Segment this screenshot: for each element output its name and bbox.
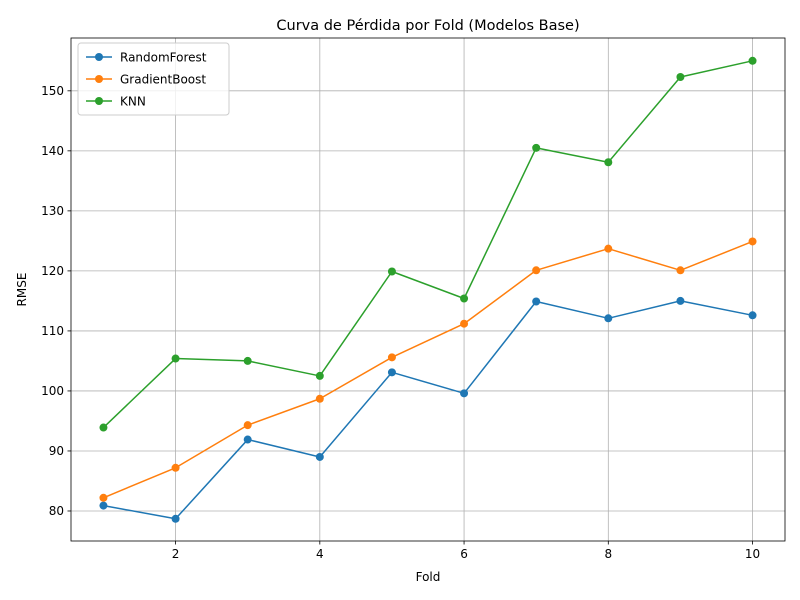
plot-frame xyxy=(70,37,786,542)
legend-marker xyxy=(95,53,103,61)
data-point xyxy=(99,493,108,502)
data-point xyxy=(532,266,541,275)
legend-box xyxy=(77,42,230,116)
data-point xyxy=(387,368,396,377)
y-tick-label: 150 xyxy=(41,84,64,98)
y-tick-label: 100 xyxy=(41,384,64,398)
data-point xyxy=(532,297,541,306)
series-line xyxy=(103,240,753,499)
legend-marker xyxy=(95,75,103,83)
x-tick-label: 8 xyxy=(604,547,612,561)
y-tick-label: 80 xyxy=(49,504,64,518)
series-line xyxy=(102,60,753,429)
data-point xyxy=(748,56,757,65)
legend-label: KNN xyxy=(120,95,146,109)
ticks: 2 4 6 8 10 80 90 100 110 120 130 140 150 xyxy=(41,84,760,561)
data-point xyxy=(387,353,396,362)
x-tick-label: 4 xyxy=(316,547,324,561)
data-point xyxy=(460,294,469,303)
legend: RandomForest GradientBoost KNN xyxy=(77,42,230,116)
legend-item: KNN xyxy=(86,95,146,109)
data-point xyxy=(532,143,541,152)
legend-label: RandomForest xyxy=(120,51,207,65)
x-tick-label: 2 xyxy=(172,547,180,561)
y-tick-label: 110 xyxy=(41,324,64,338)
series-gradientboost xyxy=(99,237,757,502)
y-tick-label: 140 xyxy=(41,144,64,158)
data-point xyxy=(315,452,324,461)
data-point xyxy=(243,435,252,444)
grid xyxy=(71,38,785,541)
data-point xyxy=(748,237,757,246)
data-point xyxy=(243,421,252,430)
data-point xyxy=(99,423,108,432)
y-axis-label: RMSE xyxy=(15,273,29,307)
data-point xyxy=(315,394,324,403)
data-point xyxy=(748,311,757,320)
legend-marker xyxy=(95,97,103,105)
data-point xyxy=(171,354,180,363)
legend-label: GradientBoost xyxy=(120,73,206,87)
data-point xyxy=(676,266,685,275)
data-point xyxy=(99,501,108,510)
data-point xyxy=(676,73,685,82)
y-tick-label: 120 xyxy=(41,264,64,278)
data-point xyxy=(171,514,180,523)
x-axis-label: Fold xyxy=(416,570,441,584)
data-point xyxy=(460,389,469,398)
data-point xyxy=(387,267,396,276)
chart-title: Curva de Pérdida por Fold (Modelos Base) xyxy=(276,18,579,34)
x-tick-label: 10 xyxy=(745,547,760,561)
legend-item: RandomForest xyxy=(86,51,207,65)
data-point xyxy=(171,463,180,472)
data-point xyxy=(315,371,324,380)
y-tick-label: 130 xyxy=(41,204,64,218)
data-point xyxy=(676,296,685,305)
data-point xyxy=(243,356,252,365)
data-point xyxy=(604,314,613,323)
x-tick-label: 6 xyxy=(460,547,468,561)
y-tick-label: 90 xyxy=(49,444,64,458)
series-randomforest xyxy=(99,296,757,523)
series-line xyxy=(103,300,753,520)
data-point xyxy=(460,319,469,328)
series-knn xyxy=(99,56,757,432)
legend-item: GradientBoost xyxy=(86,73,206,87)
data-point xyxy=(604,244,613,253)
data-point xyxy=(604,158,613,167)
series-layer xyxy=(99,56,757,523)
